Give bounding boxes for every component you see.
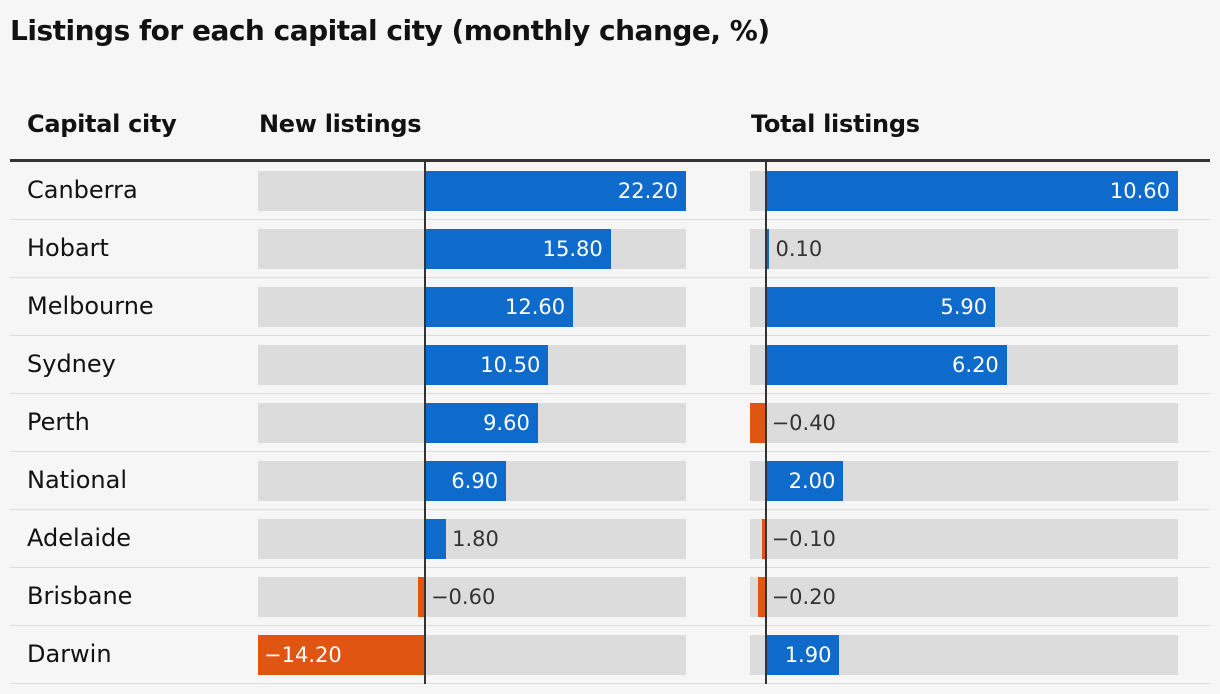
bar-track [750,519,1178,559]
bar-track [258,519,686,559]
bar-track [750,403,1178,443]
new-listings-bar [424,403,538,443]
city-label: Melbourne [27,292,154,320]
total-listings-bar [750,403,766,443]
city-label: Canberra [27,176,138,204]
city-label: Sydney [27,350,116,378]
column-header-city: Capital city [27,110,177,138]
table-row: Adelaide 1.80 −0.10 [10,510,1210,568]
table-row: Melbourne 12.60 5.90 [10,278,1210,336]
table-row: Darwin −14.20 1.90 [10,626,1210,684]
new-listings-value: −0.60 [430,585,496,609]
total-listings-bar [757,577,766,617]
city-label: Darwin [27,640,112,668]
total-listings-bar [765,171,1178,211]
total-listings-value: −0.20 [771,585,836,609]
new-listings-value: 1.80 [452,527,499,551]
new-listings-bar [424,519,447,559]
new-listings-bar [424,171,686,211]
city-label: Adelaide [27,524,132,552]
total-listings-value: 0.10 [775,237,823,261]
new-listings-value: 22.20 [617,179,678,203]
total-listings-bar [765,345,1007,385]
city-label: National [27,466,128,494]
total-listings-bar [765,635,840,675]
total-listings-value: 1.90 [784,643,832,667]
city-label: Perth [27,408,90,436]
new-listings-value: 6.90 [451,469,499,493]
total-listings-bar [765,229,770,269]
header-rule [10,159,1210,162]
total-listings-zero-line [764,162,767,684]
new-listings-value: 12.60 [504,295,566,319]
total-listings-value: 6.20 [952,353,999,377]
city-label: Brisbane [27,582,133,610]
new-listings-value: 10.50 [480,353,541,377]
table-row: Perth 9.60 −0.40 [10,394,1210,452]
new-listings-bar [258,635,425,675]
total-listings-value: 2.00 [788,469,836,493]
bar-track [258,577,686,617]
chart-title: Listings for each capital city (monthly … [10,14,770,47]
city-label: Hobart [27,234,109,262]
total-listings-value: 5.90 [940,295,988,319]
total-listings-value: −0.40 [771,411,836,435]
bar-track [750,577,1178,617]
new-listings-bar [417,577,425,617]
bar-track [750,229,1178,269]
table-row: Sydney 10.50 6.20 [10,336,1210,394]
new-listings-value: −14.20 [264,643,342,667]
total-listings-bar [765,461,844,501]
column-header-total-listings: Total listings [751,110,920,138]
new-listings-bar [424,461,507,501]
column-header-new-listings: New listings [259,110,422,138]
table-row: Canberra 22.20 10.60 [10,162,1210,220]
table-row: National 6.90 2.00 [10,452,1210,510]
total-listings-value: −0.10 [771,527,836,551]
new-listings-value: 9.60 [483,411,530,435]
total-listings-bar [761,519,766,559]
new-listings-value: 15.80 [542,237,603,261]
table-row: Brisbane −0.60 −0.20 [10,568,1210,626]
new-listings-bar [424,345,549,385]
table-row: Hobart 15.80 0.10 [10,220,1210,278]
total-listings-bar [765,287,996,327]
new-listings-bar [424,287,574,327]
new-listings-bar [424,229,611,269]
new-listings-zero-line [423,162,426,684]
total-listings-value: 10.60 [1109,179,1170,203]
